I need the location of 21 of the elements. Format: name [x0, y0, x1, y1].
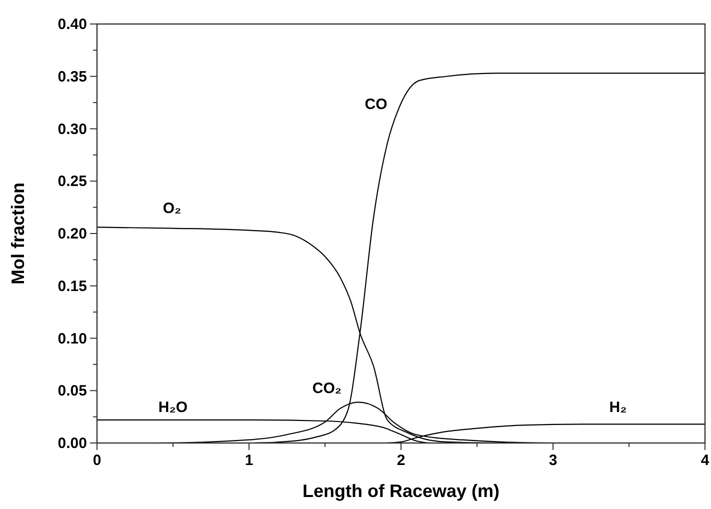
y-tick-label: 0.10 [58, 330, 87, 348]
series-label: H₂ [609, 399, 627, 416]
y-tick-label: 0.05 [58, 382, 87, 400]
y-tick-label: 0.30 [58, 120, 87, 138]
y-tick-label: 0.35 [58, 68, 87, 86]
series-label: CO₂ [312, 380, 342, 397]
y-tick-label: 0.25 [58, 173, 87, 190]
x-tick-label: 3 [548, 452, 558, 469]
x-tick-label: 4 [700, 452, 710, 469]
series-label: H₂O [158, 399, 188, 416]
y-tick-label: 0.15 [58, 278, 87, 295]
y-axis-title: Mol fraction [8, 182, 28, 284]
y-tick-label: 0.20 [58, 226, 87, 242]
series-label: CO [364, 96, 388, 113]
y-tick-label: 0.00 [58, 435, 87, 452]
y-tick-label: 0.40 [58, 16, 87, 33]
series-label: O₂ [162, 200, 182, 217]
x-tick-label: 2 [396, 452, 406, 469]
x-tick-label: 1 [244, 452, 254, 469]
x-axis-title: Length of Raceway (m) [302, 481, 500, 501]
x-tick-label: 0 [92, 452, 102, 469]
